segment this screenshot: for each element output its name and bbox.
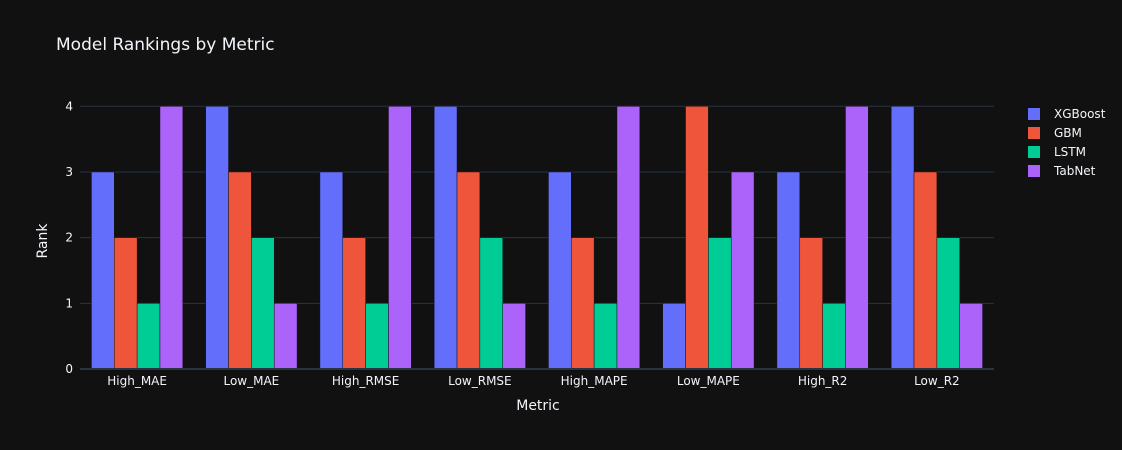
legend-label-lstm: LSTM: [1054, 145, 1086, 159]
bar-lstm-low_r2: [936, 237, 960, 370]
bar-lstm-high_mae: [136, 303, 161, 370]
bar-lstm-high_mape: [593, 303, 618, 370]
y-tick-label: 2: [65, 231, 73, 245]
bar-tabnet-low_r2: [959, 303, 983, 370]
y-tick-label: 0: [65, 362, 73, 376]
bar-lstm-low_rmse: [479, 237, 503, 370]
legend-label-xgboost: XGBoost: [1054, 107, 1106, 121]
bar-xgboost-high_mae: [91, 171, 115, 370]
bar-lstm-high_rmse: [365, 303, 389, 370]
legend-swatch-lstm: [1028, 146, 1040, 158]
x-axis-title: Metric: [516, 398, 560, 414]
y-tick-label: 3: [65, 165, 73, 179]
bar-xgboost-high_r2: [776, 171, 801, 370]
x-tick-label: High_MAE: [107, 374, 167, 388]
y-tick-label: 4: [65, 99, 73, 113]
x-tick-label: Low_RMSE: [448, 374, 512, 388]
bar-tabnet-low_mape: [730, 171, 755, 370]
legend-swatch-gbm: [1028, 127, 1040, 139]
bars: [80, 106, 994, 370]
bar-gbm-low_mape: [685, 106, 709, 370]
x-tick-label: Low_MAE: [223, 374, 279, 388]
bar-tabnet-high_r2: [845, 106, 869, 370]
bar-gbm-high_r2: [799, 237, 823, 370]
bar-tabnet-low_rmse: [502, 303, 526, 370]
bar-tabnet-high_mape: [616, 106, 641, 370]
bar-gbm-low_mae: [228, 171, 252, 370]
bar-gbm-high_rmse: [342, 237, 366, 370]
bar-gbm-high_mape: [571, 237, 595, 370]
x-tick-label: High_R2: [798, 374, 848, 388]
y-tick-label: 1: [65, 296, 73, 310]
legend: XGBoost GBM LSTM TabNet: [1028, 107, 1106, 178]
bar-xgboost-low_rmse: [433, 106, 458, 370]
legend-label-tabnet: TabNet: [1053, 164, 1096, 178]
bar-gbm-low_r2: [913, 171, 938, 370]
bar-lstm-high_r2: [822, 303, 846, 370]
x-tick-label: Low_MAPE: [677, 374, 740, 388]
bar-lstm-low_mae: [251, 237, 275, 370]
bar-xgboost-low_mae: [205, 106, 229, 370]
bar-xgboost-low_mape: [662, 303, 686, 370]
x-axis-ticks: High_MAE Low_MAE High_RMSE Low_RMSE High_MAP…: [107, 374, 959, 388]
legend-label-gbm: GBM: [1054, 126, 1082, 140]
bar-xgboost-high_mape: [548, 171, 572, 370]
bar-tabnet-low_mae: [273, 303, 298, 370]
x-tick-label: High_RMSE: [332, 374, 399, 388]
bar-tabnet-high_rmse: [388, 106, 412, 370]
chart-title: Model Rankings by Metric: [56, 35, 275, 55]
bar-gbm-low_rmse: [456, 171, 481, 370]
bar-gbm-high_mae: [114, 237, 138, 370]
bar-lstm-low_mape: [708, 237, 732, 370]
legend-swatch-xgboost: [1028, 108, 1040, 120]
x-tick-label: High_MAPE: [561, 374, 628, 388]
bar-xgboost-low_r2: [890, 106, 915, 370]
bar-xgboost-high_rmse: [319, 171, 344, 370]
y-axis-title: Rank: [35, 223, 51, 259]
legend-swatch-tabnet: [1028, 165, 1040, 177]
bar-tabnet-high_mae: [159, 106, 184, 370]
y-axis-ticks: 0 1 2 3 4: [65, 99, 73, 376]
x-tick-label: Low_R2: [914, 374, 960, 388]
